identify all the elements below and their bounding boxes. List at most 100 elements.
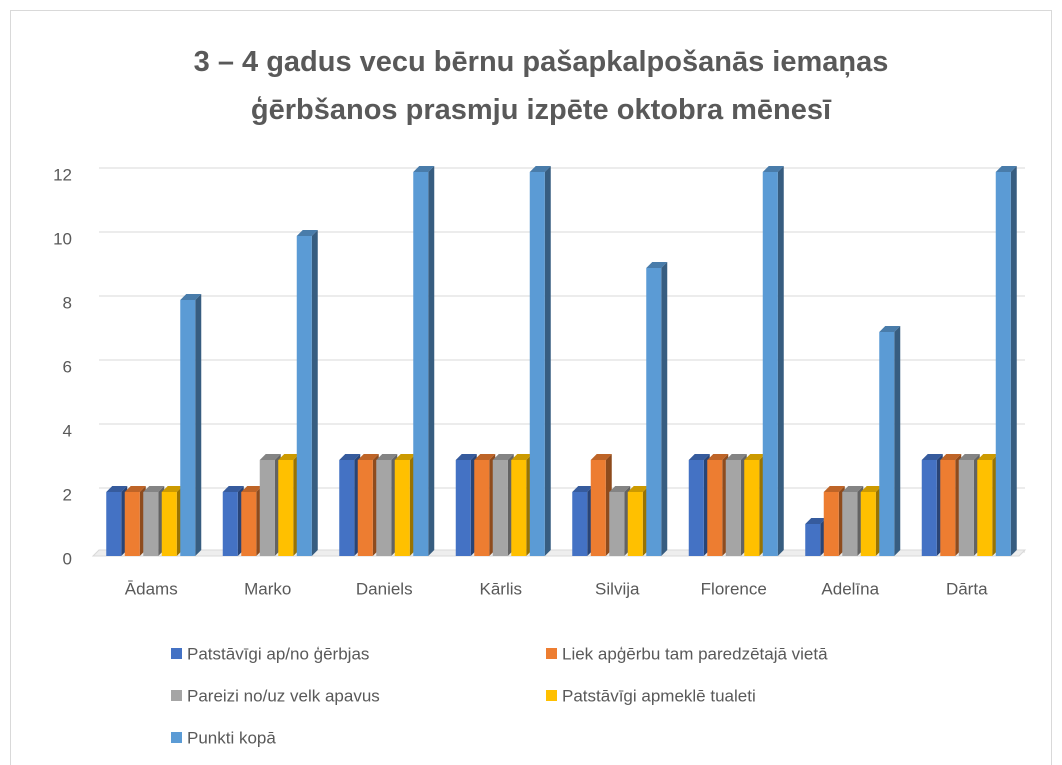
- bar: [707, 454, 729, 556]
- bar-top: [106, 486, 128, 492]
- bar: [296, 230, 318, 556]
- bar-front: [823, 492, 839, 556]
- bar-front: [646, 268, 662, 556]
- bar-front: [805, 524, 821, 556]
- x-tick-label: Florence: [701, 579, 767, 598]
- bar-top: [474, 454, 496, 460]
- bar-top: [222, 486, 244, 492]
- bar-front: [995, 172, 1011, 556]
- bar-front: [940, 460, 956, 556]
- legend-swatch: [546, 690, 557, 701]
- bar-top: [921, 454, 943, 460]
- bar-top: [707, 454, 729, 460]
- bar: [222, 486, 244, 556]
- bar-front: [725, 460, 741, 556]
- bar-top: [879, 326, 901, 332]
- bar: [842, 486, 864, 556]
- bar-top: [688, 454, 710, 460]
- bar-top: [180, 294, 202, 300]
- legend-label: Pareizi no/uz velk apavus: [187, 686, 380, 705]
- bar: [492, 454, 514, 556]
- bar: [805, 518, 827, 556]
- legend-label: Patstāvīgi apmeklē tualeti: [562, 686, 756, 705]
- bar-front: [529, 172, 545, 556]
- y-tick-label: 2: [63, 485, 72, 504]
- bar: [572, 486, 594, 556]
- bar-side: [311, 230, 318, 556]
- bar-front: [879, 332, 895, 556]
- bar-front: [339, 460, 355, 556]
- bar-top: [241, 486, 263, 492]
- bar: [529, 166, 551, 556]
- bar-top: [376, 454, 398, 460]
- x-tick-label: Marko: [244, 579, 291, 598]
- bar: [413, 166, 435, 556]
- bar-front: [222, 492, 238, 556]
- bar-front: [609, 492, 625, 556]
- x-tick-label: Daniels: [356, 579, 413, 598]
- bar-front: [474, 460, 490, 556]
- bar: [394, 454, 416, 556]
- bar-front: [860, 492, 876, 556]
- bar-front: [180, 300, 196, 556]
- bar-front: [278, 460, 294, 556]
- bar: [725, 454, 747, 556]
- bar: [627, 486, 649, 556]
- bar-top: [860, 486, 882, 492]
- bar-side: [661, 262, 668, 556]
- bar: [609, 486, 631, 556]
- bar-front: [394, 460, 410, 556]
- bar-top: [492, 454, 514, 460]
- bar: [995, 166, 1017, 556]
- bar-top: [842, 486, 864, 492]
- bar-front: [762, 172, 778, 556]
- bar-top: [259, 454, 281, 460]
- bar-front: [572, 492, 588, 556]
- bar: [357, 454, 379, 556]
- bar: [511, 454, 533, 556]
- bar-front: [376, 460, 392, 556]
- bar-side: [777, 166, 784, 556]
- bar: [879, 326, 901, 556]
- bar: [977, 454, 999, 556]
- bar: [180, 294, 202, 556]
- bar-top: [511, 454, 533, 460]
- bar-front: [627, 492, 643, 556]
- bar-side: [428, 166, 435, 556]
- bar: [124, 486, 146, 556]
- bar-top: [762, 166, 784, 172]
- bar: [455, 454, 477, 556]
- y-tick-label: 8: [63, 293, 72, 312]
- chart-border: [10, 10, 1052, 765]
- bar-front: [161, 492, 177, 556]
- bar-side: [894, 326, 901, 556]
- bar: [921, 454, 943, 556]
- bar-top: [823, 486, 845, 492]
- bar-front: [921, 460, 937, 556]
- bar-front: [511, 460, 527, 556]
- bar-front: [106, 492, 122, 556]
- bar: [106, 486, 128, 556]
- bar-front: [688, 460, 704, 556]
- y-tick-label: 10: [53, 229, 72, 248]
- bar-front: [413, 172, 429, 556]
- bar-top: [725, 454, 747, 460]
- bar-side: [195, 294, 202, 556]
- y-tick-label: 12: [53, 165, 72, 184]
- bar-top: [995, 166, 1017, 172]
- x-tick-label: Dārta: [946, 579, 988, 598]
- bar: [161, 486, 183, 556]
- bar-front: [357, 460, 373, 556]
- y-tick-label: 4: [63, 421, 72, 440]
- bar-top: [646, 262, 668, 268]
- bar-top: [590, 454, 612, 460]
- x-tick-label: Silvija: [595, 579, 640, 598]
- legend-swatch: [171, 732, 182, 743]
- x-tick-label: Kārlis: [479, 579, 522, 598]
- legend-swatch: [171, 690, 182, 701]
- bar-front: [842, 492, 858, 556]
- bar: [860, 486, 882, 556]
- bar-top: [296, 230, 318, 236]
